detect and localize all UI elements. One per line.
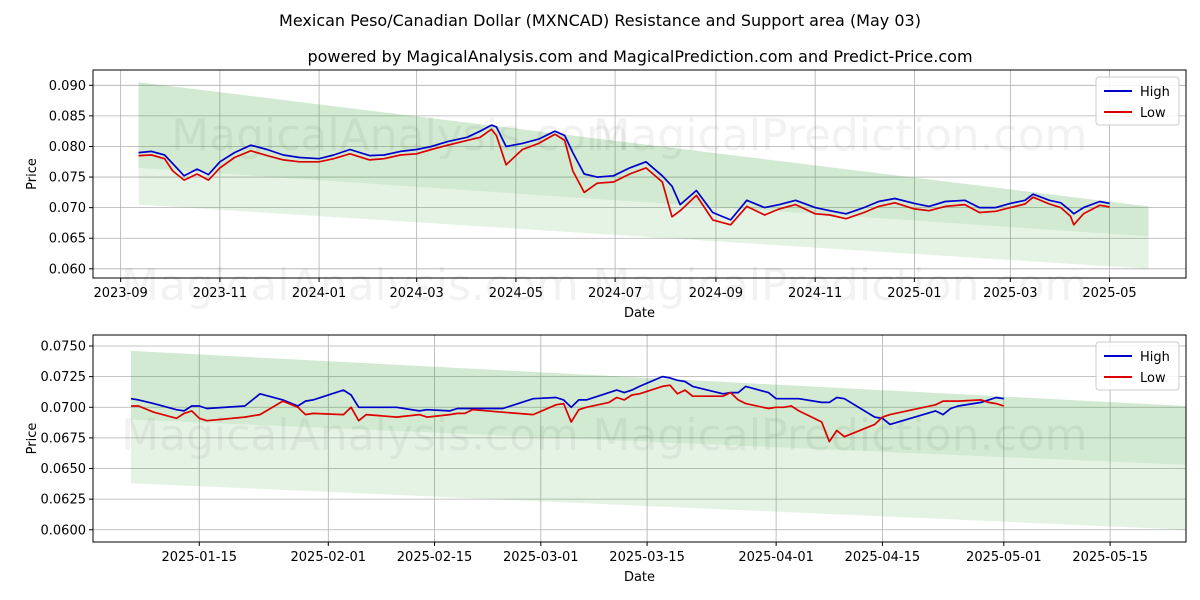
y-tick-label: 0.0650 [41, 462, 87, 477]
x-tick-label: 2025-04-01 [738, 550, 814, 565]
resistance-band [130, 350, 1186, 465]
watermark-text: MagicalAnalysis.com [121, 260, 579, 311]
x-tick-label: 2025-05-15 [1072, 550, 1148, 565]
support-band [130, 419, 1186, 530]
x-tick-label: 2025-02-01 [291, 550, 367, 565]
y-tick-label: 0.0725 [41, 370, 87, 385]
x-tick-label: 2025-02-15 [397, 550, 473, 565]
legend-label: Low [1140, 371, 1166, 386]
x-tick-label: 2024-09 [689, 286, 743, 301]
legend-label: High [1140, 350, 1170, 365]
series-line-low [131, 384, 1005, 443]
series-line-low [138, 128, 1110, 226]
x-tick-label: 2024-11 [788, 286, 842, 301]
legend-label: Low [1140, 106, 1166, 121]
y-tick-label: 0.0675 [41, 431, 87, 446]
watermark-text: MagicalPrediction.com [593, 260, 1088, 311]
series-line-high [130, 375, 1004, 426]
x-tick-label: 2024-07 [588, 286, 642, 301]
x-tick-label: 2025-05 [1082, 286, 1136, 301]
x-tick-label: 2025-05-01 [966, 550, 1042, 565]
chart-title: Mexican Peso/Canadian Dollar (MXNCAD) Re… [279, 11, 921, 30]
x-tick-label: 2025-03-01 [503, 550, 579, 565]
watermark-text: MagicalPrediction.com [593, 110, 1088, 161]
x-tick-label: 2025-03-15 [609, 550, 685, 565]
y-axis-label: Price [25, 158, 40, 190]
x-tick-label: 2024-05 [489, 286, 543, 301]
x-tick-label: 2025-03 [983, 286, 1037, 301]
axes-frame [92, 69, 1187, 279]
y-tick-label: 0.065 [49, 232, 86, 247]
top-chart: MagicalAnalysis.comMagicalPrediction.com… [25, 69, 1187, 321]
legend: High Low [1095, 76, 1180, 126]
x-tick-label: 2025-04-15 [845, 550, 921, 565]
y-tick-label: 0.0625 [41, 493, 87, 508]
watermark-text: MagicalPrediction.com [593, 410, 1088, 461]
watermark-text: MagicalAnalysis.com [171, 110, 629, 161]
x-tick-label: 2025-01 [887, 286, 941, 301]
series-line-high [138, 124, 1110, 221]
y-axis-label: Price [25, 423, 40, 455]
x-tick-label: 2025-01-15 [161, 550, 237, 565]
y-tick-label: 0.070 [49, 201, 86, 216]
y-tick-label: 0.060 [49, 262, 86, 277]
support-band [138, 167, 1149, 269]
y-tick-label: 0.0750 [41, 340, 87, 355]
y-tick-label: 0.090 [49, 79, 86, 94]
y-tick-label: 0.0700 [41, 401, 87, 416]
legend-label: High [1140, 85, 1170, 100]
x-tick-label: 2024-01 [292, 286, 346, 301]
x-tick-label: 2024-03 [390, 286, 444, 301]
y-tick-label: 0.080 [49, 140, 86, 155]
x-axis-label: Date [624, 570, 655, 585]
x-axis-label: Date [624, 306, 655, 321]
y-tick-label: 0.075 [49, 171, 86, 186]
x-tick-label: 2023-09 [93, 286, 147, 301]
watermark-text: MagicalAnalysis.com [121, 410, 579, 461]
axes-frame [92, 334, 1187, 543]
bottom-chart: MagicalAnalysis.com MagicalPrediction.com… [25, 334, 1187, 585]
y-tick-label: 0.0600 [41, 523, 87, 538]
x-tick-label: 2023-11 [193, 286, 247, 301]
resistance-band [138, 82, 1149, 237]
chart-subtitle: powered by MagicalAnalysis.com and Magic… [307, 47, 972, 66]
y-tick-label: 0.085 [49, 109, 86, 124]
legend: High Low [1095, 341, 1180, 391]
